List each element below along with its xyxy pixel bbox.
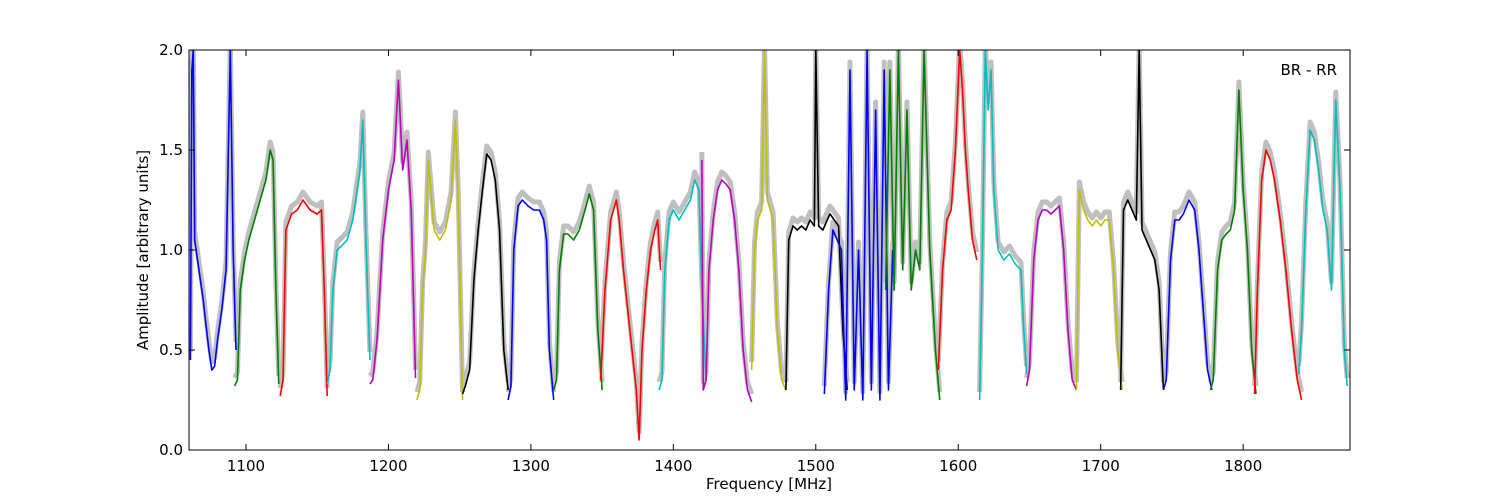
series-line-16 (884, 50, 941, 401)
background-trace (598, 189, 664, 435)
series-line-21 (1119, 50, 1165, 391)
series-line-2 (233, 149, 280, 387)
x-tick-label: 1800 (1224, 457, 1262, 475)
background-trace (1207, 79, 1259, 387)
background-trace (749, 50, 789, 383)
background-trace (277, 189, 330, 389)
background-trace (551, 183, 605, 383)
x-tick-label: 1300 (512, 457, 550, 475)
x-axis-label: Frequency [MHz] (706, 475, 832, 493)
series-layer (189, 50, 1348, 441)
background-trace (414, 109, 466, 393)
series-line-12 (701, 159, 753, 403)
x-tick-label: 1700 (1082, 457, 1120, 475)
series-line-19 (1025, 205, 1078, 391)
y-tick-label: 1.0 (159, 241, 183, 259)
panel-annotation: BR - RR (1280, 61, 1337, 79)
series-line-11 (658, 179, 707, 391)
series-line-24 (1253, 149, 1303, 401)
x-tick-label: 1400 (654, 457, 692, 475)
series-line-3 (279, 199, 328, 397)
x-tick-label: 1500 (797, 457, 835, 475)
series-line-7 (461, 153, 509, 395)
background-trace (1296, 89, 1350, 379)
background-trace (505, 189, 557, 393)
series-line-1 (189, 50, 237, 371)
background-trace (232, 139, 282, 380)
background-trace (1160, 189, 1215, 383)
y-tick-label: 2.0 (159, 41, 183, 59)
series-line-6 (416, 119, 464, 401)
series-line-15 (823, 50, 894, 401)
y-tick-label: 0.5 (159, 341, 183, 359)
background-trace (883, 50, 943, 393)
background-trace (783, 50, 850, 383)
series-line-14 (785, 50, 848, 391)
series-line-9 (552, 193, 603, 391)
series-line-4 (326, 119, 371, 385)
background-trace (1024, 195, 1079, 383)
series-line-20 (1075, 189, 1123, 391)
x-tick-label: 1600 (939, 457, 977, 475)
series-line-13 (750, 50, 787, 391)
background-trace (367, 69, 419, 378)
tick-layer: 1100 1200 1300 1400 1500 1600 1700 1800 0.0 0.5 1.… (159, 41, 1350, 475)
series-line-17 (937, 50, 978, 371)
y-axis-label: Amplitude [arbitrary units] (134, 150, 152, 350)
background-trace (1073, 179, 1125, 383)
series-line-23 (1209, 89, 1257, 395)
y-tick-label: 1.5 (159, 141, 183, 159)
series-line-10 (599, 199, 662, 441)
y-tick-label: 0.0 (159, 441, 183, 459)
x-tick-label: 1100 (227, 457, 265, 475)
series-line-25 (1297, 99, 1348, 387)
series-line-18 (978, 50, 1028, 401)
series-line-8 (507, 199, 555, 401)
series-line-22 (1162, 199, 1213, 391)
x-tick-label: 1200 (369, 457, 407, 475)
series-line-5 (369, 79, 417, 385)
